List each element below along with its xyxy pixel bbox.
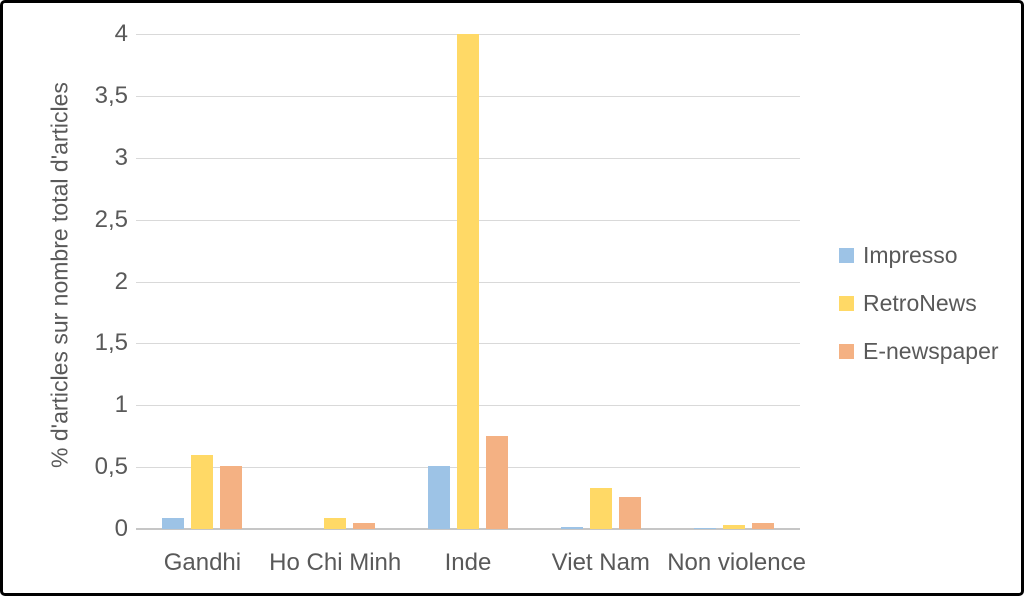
y-tick-label: 2,5 — [94, 205, 128, 233]
legend-swatch-icon — [839, 343, 854, 359]
y-tick-label: 1 — [114, 391, 128, 419]
legend-swatch-icon — [839, 295, 854, 311]
y-tick-label: 0,5 — [94, 453, 128, 481]
bar-e-newspaper-viet-nam — [618, 496, 641, 529]
y-tick-label: 3,5 — [94, 81, 128, 109]
bar-e-newspaper-inde — [486, 436, 508, 529]
bar-impresso-gandhi — [162, 517, 185, 529]
legend-item-impresso: Impresso — [839, 241, 999, 269]
bar-retronews-ho-chi-minh — [324, 517, 347, 529]
legend: Impresso RetroNews E-newspaper — [839, 241, 999, 385]
x-category-label: Ho Chi Minh — [269, 549, 402, 576]
bar-impresso-non-violence — [693, 527, 716, 529]
y-tick-label: 0 — [114, 515, 128, 542]
x-category-label: Gandhi — [163, 549, 242, 576]
x-category-label: Viet Nam — [551, 549, 650, 576]
bar-impresso-inde — [428, 465, 450, 529]
legend-label: RetroNews — [863, 289, 977, 316]
x-category-label: Inde — [444, 549, 492, 576]
legend-label: Impresso — [863, 241, 958, 268]
bar-retronews-non-violence — [722, 525, 745, 529]
x-axis-line — [136, 528, 800, 530]
bar-impresso-viet-nam — [560, 526, 583, 529]
x-category-label: Non violence — [667, 549, 806, 576]
y-tick-label: 2 — [114, 267, 128, 295]
y-tick-label: 3 — [114, 143, 128, 171]
bar-e-newspaper-non-violence — [751, 522, 774, 529]
y-tick-label: 1,5 — [94, 329, 128, 357]
bar-retronews-inde — [457, 34, 479, 529]
legend-item-retronews: RetroNews — [839, 289, 999, 317]
legend-label: E-newspaper — [863, 337, 999, 364]
bar-retronews-gandhi — [191, 454, 214, 529]
y-tick-label: 4 — [114, 20, 128, 47]
bar-e-newspaper-ho-chi-minh — [353, 522, 376, 529]
bar-e-newspaper-gandhi — [220, 465, 243, 529]
plot-area — [136, 34, 800, 530]
legend-item-e-newspaper: E-newspaper — [839, 337, 999, 365]
bar-retronews-viet-nam — [589, 488, 612, 529]
legend-swatch-icon — [839, 247, 854, 263]
